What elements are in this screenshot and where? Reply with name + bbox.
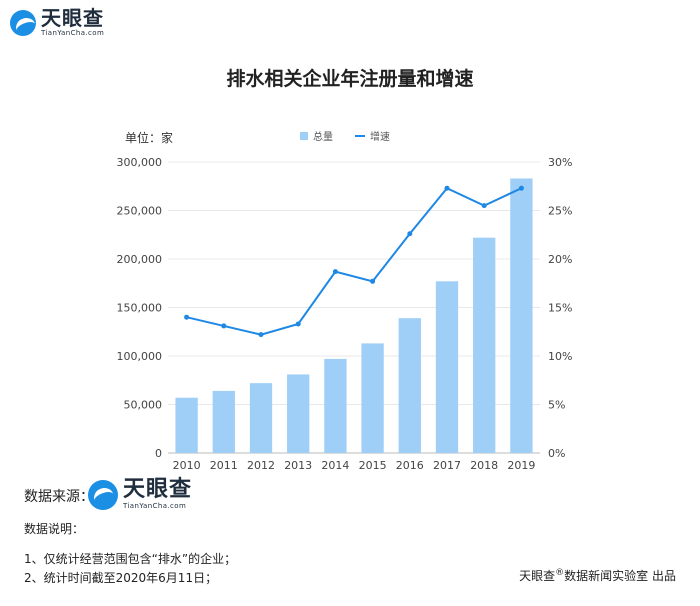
x-tick-label: 2013: [284, 459, 312, 472]
x-tick-label: 2011: [210, 459, 238, 472]
bar: [324, 358, 347, 453]
bar: [361, 343, 384, 453]
registered-mark: ®: [555, 568, 565, 578]
bar: [510, 178, 533, 454]
legend-item-growth: 增速: [355, 128, 390, 143]
y-right-tick-label: 20%: [548, 253, 572, 266]
growth-point: [184, 314, 190, 320]
y-left-tick-label: 250,000: [117, 205, 163, 218]
credit-brand: 天眼查: [519, 569, 556, 583]
bar: [398, 318, 421, 453]
eye-logo-icon: [88, 479, 118, 510]
x-tick-label: 2019: [507, 459, 535, 472]
note-item-1: 1、仅统计经营范围包含“排水”的企业；: [24, 552, 237, 566]
note-item-2: 2、统计时间截至2020年6月11日；: [24, 571, 218, 585]
y-right-tick-label: 25%: [548, 205, 572, 218]
growth-point: [444, 185, 450, 191]
y-right-tick-label: 10%: [548, 350, 572, 363]
growth-point: [295, 321, 301, 327]
bar: [287, 374, 310, 453]
y-right-tick-label: 0%: [548, 447, 565, 460]
bar: [175, 397, 198, 453]
y-left-tick-label: 50,000: [124, 399, 163, 412]
bar: [473, 237, 496, 453]
brand-domain: TianYanCha.com: [41, 29, 105, 37]
source-brand-domain: TianYanCha.com: [123, 502, 187, 510]
legend-item-total: 总量: [300, 128, 333, 143]
y-right-tick-label: 15%: [548, 302, 572, 315]
growth-point: [481, 203, 487, 209]
chart-legend: 总量 增速: [300, 128, 412, 143]
x-tick-label: 2014: [321, 459, 349, 472]
eye-logo-icon: [10, 9, 36, 36]
x-tick-label: 2012: [247, 459, 275, 472]
legend-label-growth: 增速: [370, 132, 390, 143]
growth-point: [258, 332, 264, 338]
source-logo: 天眼查 TianYanCha.com: [88, 479, 192, 510]
source-brand-name: 天眼查: [123, 477, 193, 502]
bar: [249, 383, 273, 453]
y-right-tick-label: 5%: [548, 399, 565, 412]
x-tick-label: 2016: [396, 459, 424, 472]
legend-label-total: 总量: [313, 132, 333, 143]
y-left-tick-label: 0: [155, 447, 162, 460]
x-tick-label: 2017: [433, 459, 461, 472]
brand-name: 天眼查: [41, 6, 104, 30]
y-left-tick-label: 200,000: [117, 253, 163, 266]
bar: [212, 390, 235, 453]
y-right-tick-label: 30%: [548, 156, 572, 169]
growth-point: [518, 185, 524, 191]
growth-point: [407, 231, 413, 237]
growth-point: [370, 278, 376, 284]
brand-logo: 天眼查 TianYanCha.com: [10, 8, 104, 37]
y-left-tick-label: 300,000: [117, 156, 163, 169]
credit-line: 天眼查®数据新闻实验室 出品: [519, 567, 676, 584]
growth-line: [186, 186, 522, 336]
source-label: 数据来源：: [24, 489, 94, 505]
x-tick-label: 2010: [173, 459, 201, 472]
y-left-tick-label: 100,000: [117, 350, 163, 363]
x-tick-label: 2018: [470, 459, 498, 472]
growth-point: [221, 323, 227, 329]
legend-line-swatch: [355, 134, 365, 137]
chart-title: 排水相关企业年注册量和增速: [226, 68, 474, 90]
unit-label: 单位：家: [125, 131, 174, 145]
bar: [435, 281, 459, 453]
credit-text: 数据新闻实验室 出品: [564, 569, 676, 583]
y-left-tick-label: 150,000: [117, 302, 163, 315]
notes-title: 数据说明：: [24, 522, 85, 536]
growth-point: [332, 269, 338, 275]
x-tick-label: 2015: [359, 459, 387, 472]
legend-bar-swatch: [300, 131, 308, 140]
